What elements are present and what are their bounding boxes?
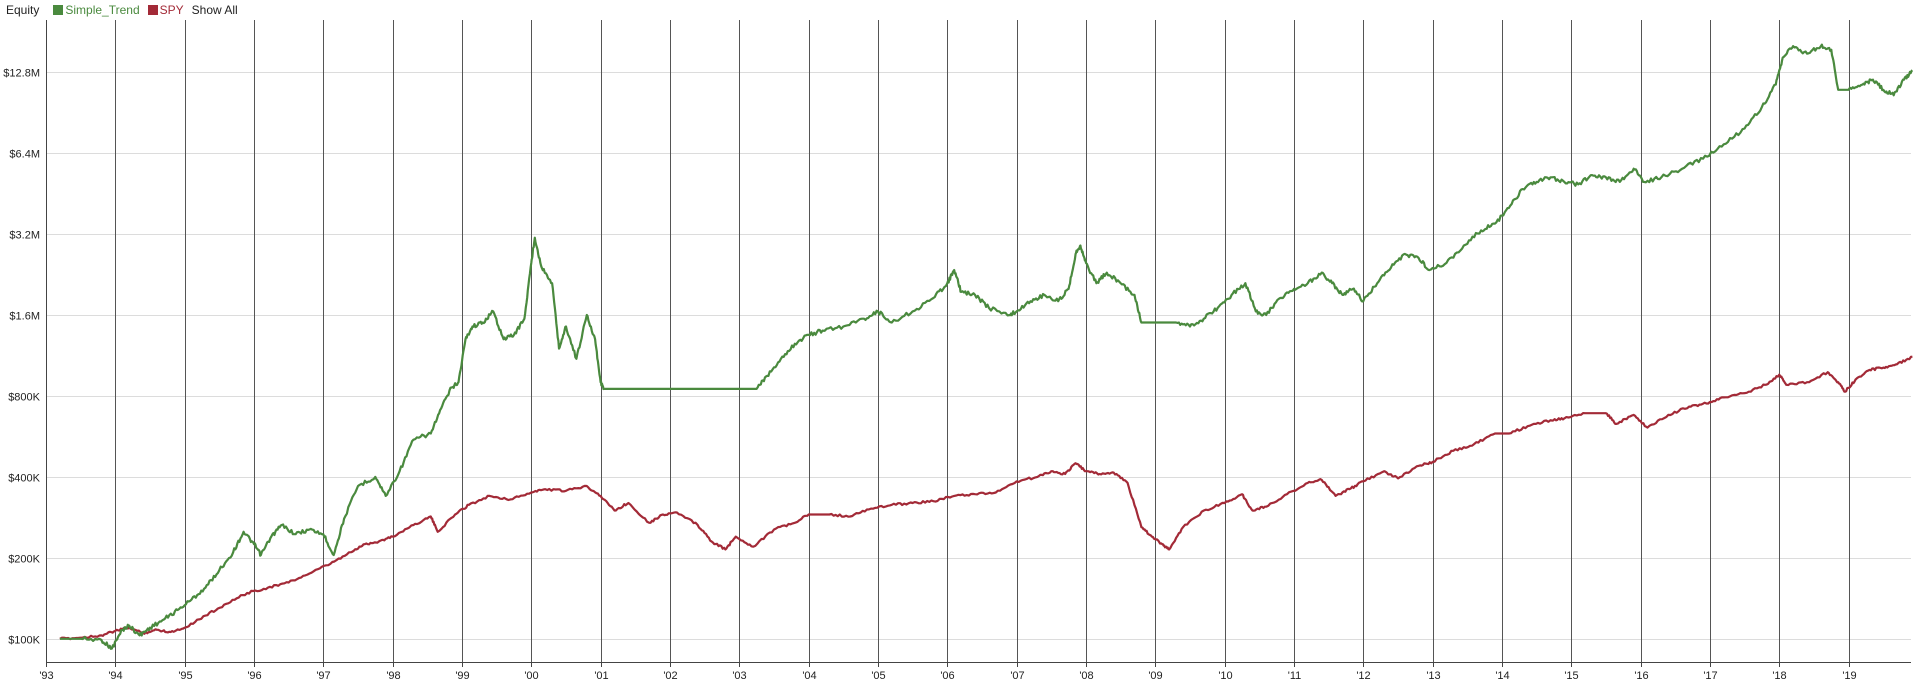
y-tick-label: $12.8M <box>3 68 40 80</box>
x-tick-label: '05 <box>871 670 885 682</box>
chart-legend: Equity Simple_Trend SPY Show All <box>6 2 238 18</box>
y-tick-label: $800K <box>8 392 40 404</box>
x-tick-label: '99 <box>455 670 469 682</box>
legend-title: Equity <box>6 3 40 17</box>
legend-swatch-spy <box>147 5 158 15</box>
x-tick-label: '06 <box>940 670 954 682</box>
x-tick-label: '04 <box>802 670 816 682</box>
chart-axes: $100K $200K $400K $800K $1.6M $3.2M $6.4M $12.8… <box>3 20 1911 682</box>
series-line-simple-trend[interactable] <box>59 43 1913 650</box>
show-all-button[interactable]: Show All <box>191 3 238 17</box>
series-line-spy[interactable] <box>59 355 1913 641</box>
x-tick-label: '96 <box>247 670 261 682</box>
legend-item-spy[interactable]: SPY <box>147 3 184 17</box>
x-tick-label: '01 <box>594 670 608 682</box>
x-tick-label: '94 <box>108 670 122 682</box>
x-tick-label: '10 <box>1218 670 1232 682</box>
legend-swatch-simple-trend <box>53 5 64 15</box>
x-tick-label: '16 <box>1634 670 1648 682</box>
y-tick-label: $6.4M <box>9 149 40 161</box>
x-tick-label: '00 <box>524 670 538 682</box>
chart-series <box>59 43 1913 650</box>
x-tick-label: '18 <box>1772 670 1786 682</box>
y-tick-label: $400K <box>8 473 40 485</box>
legend-item-simple-trend[interactable]: Simple_Trend <box>53 3 140 17</box>
y-tick-label: $1.6M <box>9 311 40 323</box>
x-tick-label: '07 <box>1010 670 1024 682</box>
y-tick-label: $100K <box>8 635 40 647</box>
y-tick-label: $3.2M <box>9 230 40 242</box>
x-tick-label: '11 <box>1288 670 1302 682</box>
x-tick-label: '12 <box>1356 670 1370 682</box>
x-tick-label: '08 <box>1079 670 1093 682</box>
legend-label-spy: SPY <box>159 3 184 17</box>
chart-grid <box>46 20 1911 662</box>
x-tick-label: '13 <box>1426 670 1440 682</box>
x-tick-label: '14 <box>1495 670 1509 682</box>
x-tick-label: '95 <box>178 670 192 682</box>
x-tick-label: '03 <box>732 670 746 682</box>
x-tick-label: '93 <box>39 670 53 682</box>
x-tick-label: '17 <box>1703 670 1717 682</box>
x-tick-label: '09 <box>1148 670 1162 682</box>
x-tick-label: '98 <box>386 670 400 682</box>
legend-label-simple-trend: Simple_Trend <box>65 3 140 17</box>
x-tick-label: '02 <box>663 670 677 682</box>
x-tick-label: '15 <box>1564 670 1578 682</box>
x-tick-label: '19 <box>1842 670 1856 682</box>
y-tick-label: $200K <box>8 554 40 566</box>
x-tick-label: '97 <box>316 670 330 682</box>
